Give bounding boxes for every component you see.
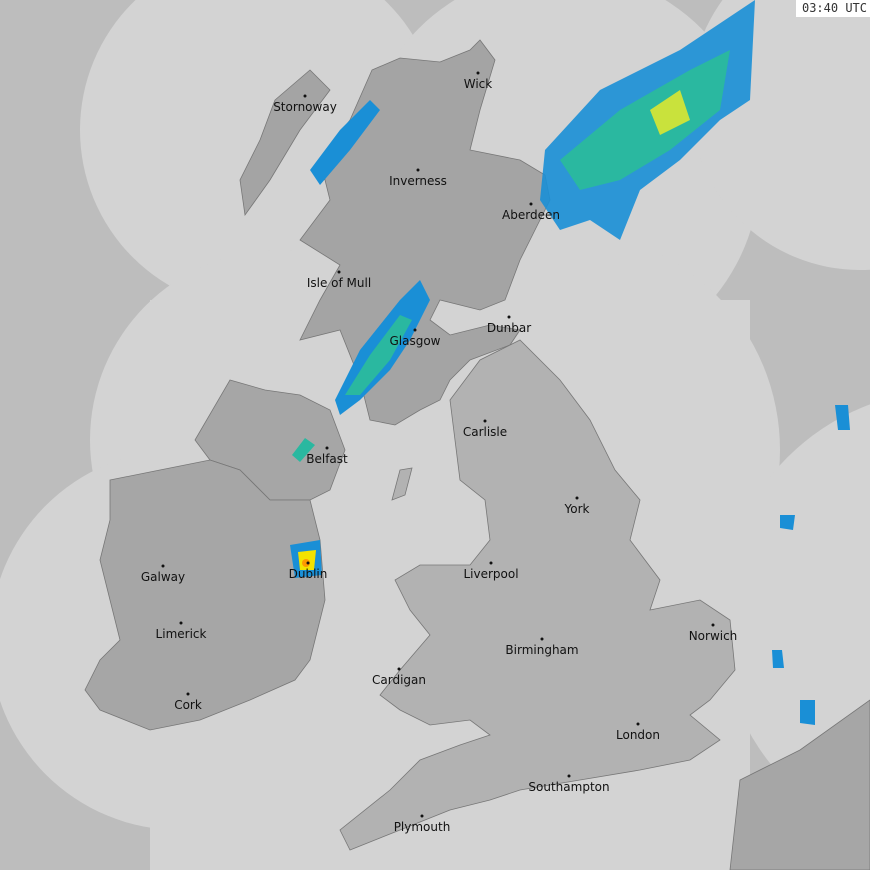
city-marker	[711, 623, 715, 627]
ireland	[84, 459, 326, 731]
city-belfast: Belfast	[306, 446, 348, 466]
city-label: Birmingham	[505, 643, 578, 657]
city-label: Glasgow	[389, 334, 440, 348]
city-label: Isle of Mull	[307, 276, 371, 290]
city-marker	[303, 94, 307, 98]
city-liverpool: Liverpool	[463, 561, 519, 581]
city-marker	[420, 814, 424, 818]
city-cardigan: Cardigan	[372, 667, 426, 687]
city-marker	[397, 667, 401, 671]
city-marker	[325, 446, 329, 450]
city-label: Stornoway	[273, 100, 337, 114]
city-dublin: Dublin	[289, 561, 328, 581]
city-marker	[529, 202, 533, 206]
city-marker	[575, 496, 579, 500]
city-label: Galway	[141, 570, 185, 584]
city-stornoway: Stornoway	[273, 94, 337, 114]
city-wick: Wick	[464, 71, 493, 91]
scotland	[299, 39, 551, 426]
city-label: Limerick	[156, 627, 207, 641]
city-marker	[337, 270, 341, 274]
city-label: Plymouth	[394, 820, 451, 834]
city-glasgow: Glasgow	[389, 328, 441, 348]
city-marker	[416, 168, 420, 172]
city-inverness: Inverness	[389, 168, 447, 188]
city-norwich: Norwich	[689, 623, 738, 643]
city-york: York	[564, 496, 590, 516]
precipitation	[290, 0, 850, 725]
city-label: Belfast	[306, 452, 348, 466]
city-birmingham: Birmingham	[505, 637, 579, 657]
city-carlisle: Carlisle	[463, 419, 507, 439]
city-limerick: Limerick	[156, 621, 207, 641]
city-label: Wick	[464, 77, 493, 91]
city-southampton: Southampton	[528, 774, 610, 794]
england-wales	[339, 339, 736, 851]
city-marker	[540, 637, 544, 641]
city-marker	[306, 561, 310, 565]
city-galway: Galway	[141, 564, 185, 584]
city-marker	[483, 419, 487, 423]
city-marker	[186, 692, 190, 696]
city-label: London	[616, 728, 660, 742]
rain-band-glasgow-core	[345, 315, 412, 395]
city-label: Inverness	[389, 174, 447, 188]
northern-ireland	[194, 379, 346, 501]
city-marker	[476, 71, 480, 75]
city-label: Dublin	[289, 567, 328, 581]
city-marker	[413, 328, 417, 332]
timestamp: 03:40 UTC	[795, 0, 870, 17]
city-label: Norwich	[689, 629, 738, 643]
rain-belfast	[292, 438, 315, 462]
city-marker	[567, 774, 571, 778]
rain-dublin-core	[302, 559, 310, 567]
city-plymouth: Plymouth	[394, 814, 451, 834]
city-london: London	[616, 722, 660, 742]
city-label: Liverpool	[463, 567, 518, 581]
city-marker	[507, 315, 511, 319]
city-labels: Stornoway Wick Inverness Aberdeen Isle of Mu…	[141, 71, 738, 834]
city-label: Carlisle	[463, 425, 507, 439]
land	[84, 39, 870, 870]
city-label: Aberdeen	[502, 208, 560, 222]
city-cork: Cork	[174, 692, 202, 712]
city-marker	[179, 621, 183, 625]
rain-north-west	[310, 100, 380, 185]
city-marker	[489, 561, 493, 565]
city-label: York	[564, 502, 590, 516]
outer-hebrides	[239, 69, 331, 217]
city-label: Cork	[174, 698, 202, 712]
city-label: Southampton	[528, 780, 609, 794]
rain-band-north-sea-heavy	[650, 90, 690, 135]
rain-band-north-sea-core	[560, 50, 730, 190]
city-label: Cardigan	[372, 673, 426, 687]
city-marker	[161, 564, 165, 568]
city-isle-of-mull: Isle of Mull	[307, 270, 371, 290]
city-dunbar: Dunbar	[487, 315, 531, 335]
city-marker	[636, 722, 640, 726]
isle-of-man	[391, 467, 413, 501]
continent	[729, 699, 870, 870]
city-aberdeen: Aberdeen	[502, 202, 560, 222]
city-label: Dunbar	[487, 321, 531, 335]
